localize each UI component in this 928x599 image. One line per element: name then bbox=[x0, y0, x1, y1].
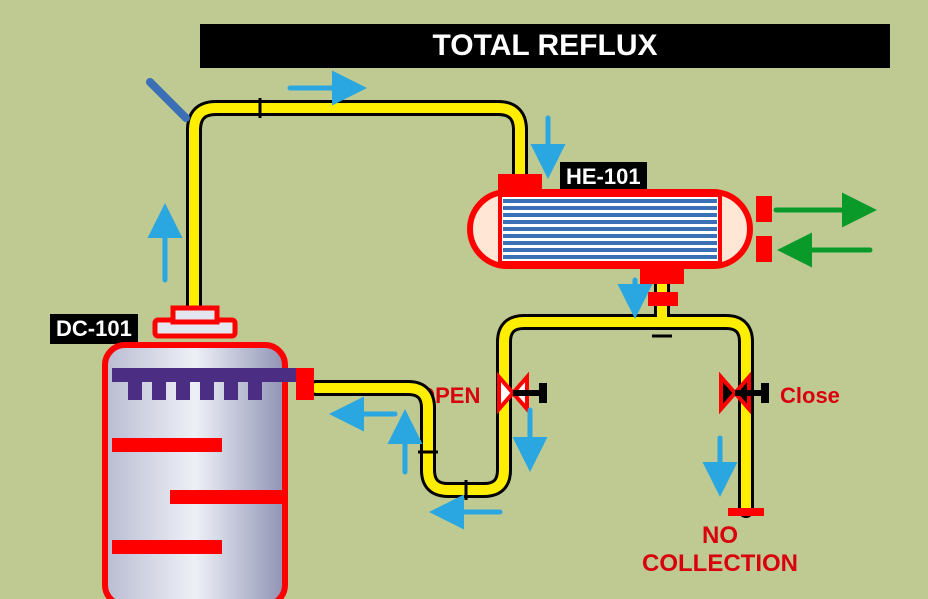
heat-exchanger bbox=[470, 174, 772, 306]
pipe-ticks bbox=[260, 98, 672, 500]
outlet-end-cap bbox=[728, 508, 764, 516]
distillation-column bbox=[105, 308, 314, 599]
close-valve-icon bbox=[721, 377, 769, 409]
process-diagram bbox=[0, 0, 928, 599]
feed-stub bbox=[150, 82, 186, 118]
cooling-arrows bbox=[776, 210, 870, 250]
